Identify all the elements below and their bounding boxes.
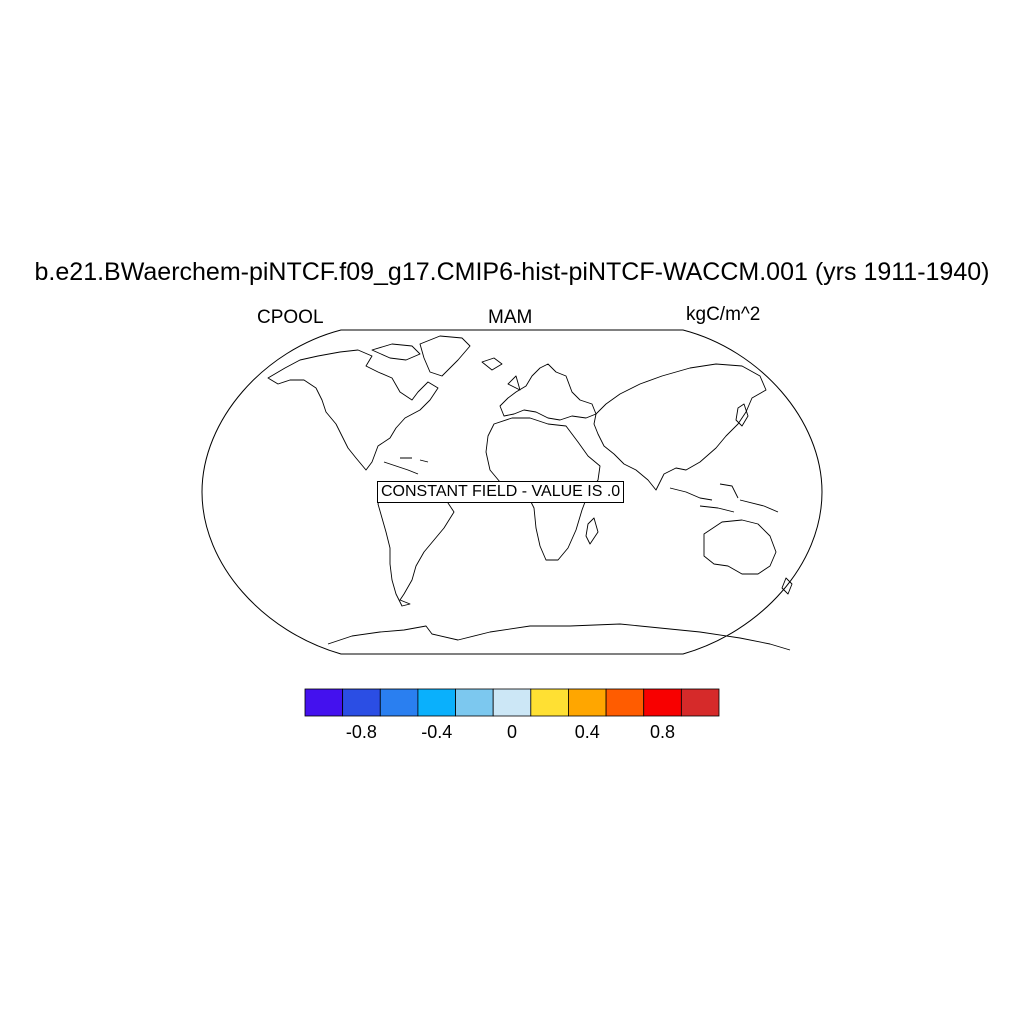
colorbar-tick-label: 0.8 [650, 722, 675, 742]
iceland-coastline [481, 357, 503, 371]
colorbar-swatch [643, 688, 682, 717]
variable-name-label: CPOOL [257, 307, 324, 328]
southeast-asia-islands-coastline [669, 483, 779, 513]
asia-coastline [593, 363, 767, 491]
constant-field-message: CONSTANT FIELD - VALUE IS .0 [377, 481, 625, 503]
madagascar-coastline [585, 517, 599, 545]
colorbar-swatch [530, 688, 569, 717]
units-label: kgC/m^2 [686, 304, 761, 325]
colorbar-tick-label: -0.4 [421, 722, 452, 742]
colorbar-tick-label: 0.4 [575, 722, 600, 742]
colorbar-swatch [568, 688, 607, 717]
australia-coastline [703, 519, 777, 575]
north-america-coastline [267, 349, 439, 471]
arctic-islands-coastline [371, 335, 471, 377]
coastlines [267, 335, 793, 651]
caribbean-coastline [383, 457, 429, 475]
map-outline [201, 329, 823, 655]
colorbar-swatch [417, 688, 456, 717]
colorbar-swatch [680, 688, 720, 717]
colorbar-swatch [342, 688, 381, 717]
colorbar-swatch [304, 688, 344, 717]
colorbar: -0.8 -0.4 0 0.4 0.8 [304, 688, 720, 742]
colorbar-tick-label: 0 [507, 722, 517, 742]
new-zealand-coastline [781, 577, 793, 595]
colorbar-swatch [379, 688, 419, 717]
colorbar-swatch [605, 688, 645, 717]
colorbar-swatch [492, 688, 532, 717]
colorbar-swatch [455, 688, 494, 717]
season-label: MAM [488, 307, 533, 328]
antarctica-coastline [327, 623, 791, 651]
japan-coastline [735, 403, 749, 427]
europe-coastline [499, 363, 597, 421]
colorbar-tick-label: -0.8 [346, 722, 377, 742]
plot-title: b.e21.BWaerchem-piNTCF.f09_g17.CMIP6-his… [34, 258, 990, 286]
